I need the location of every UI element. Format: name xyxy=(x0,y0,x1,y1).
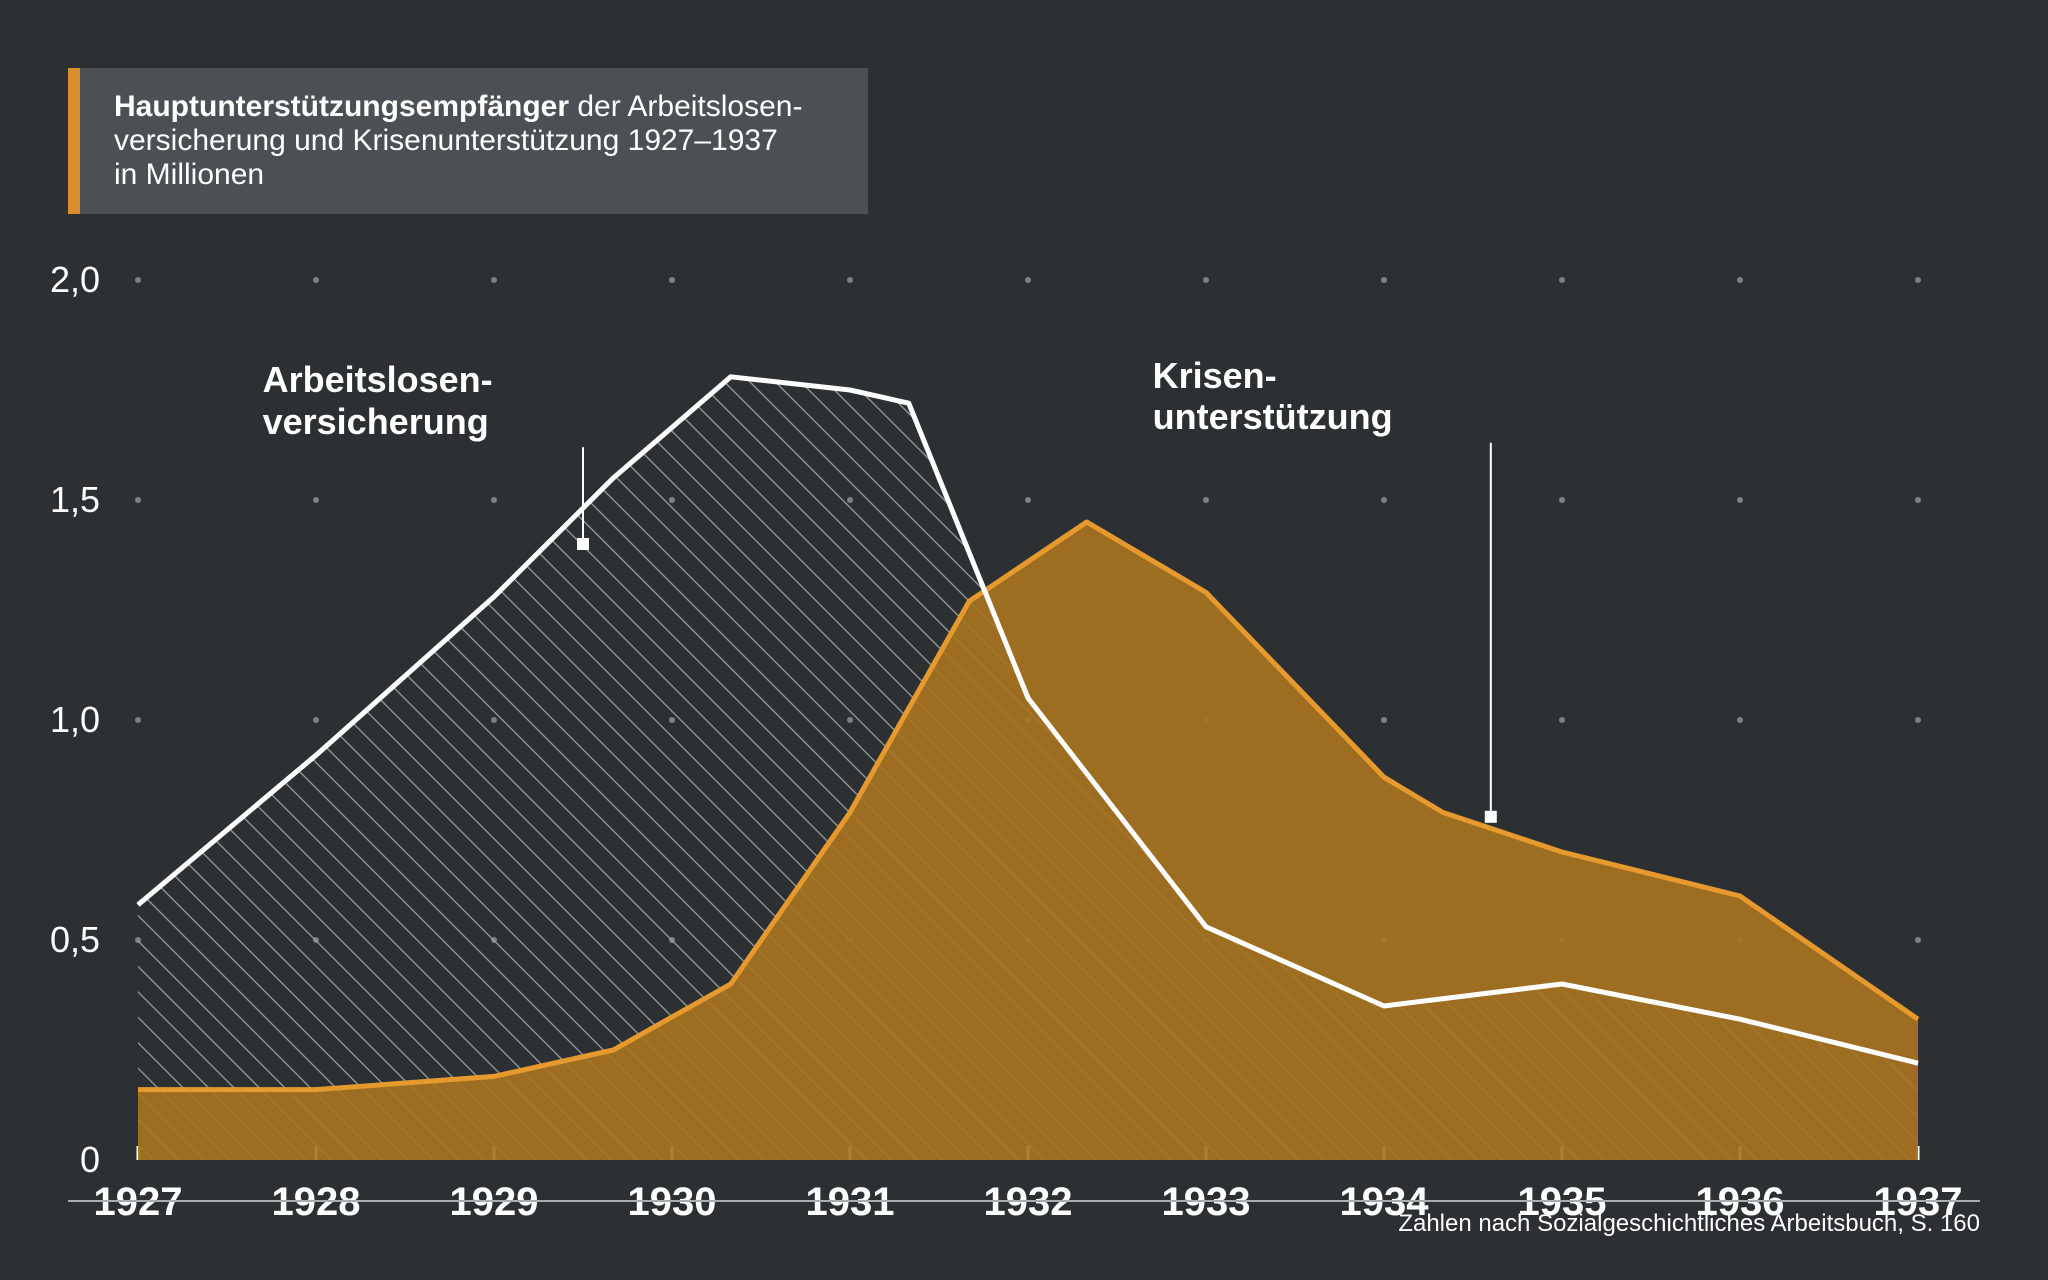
y-tick-label: 2,0 xyxy=(50,259,100,301)
source-text: Zahlen nach Sozialgeschichtliches Arbeit… xyxy=(1398,1210,1980,1237)
y-tick-label: 0 xyxy=(80,1139,100,1181)
title-bold: Hauptunterstützungsempfänger xyxy=(114,90,569,123)
source-footer: Zahlen nach Sozialgeschichtliches Arbeit… xyxy=(68,1200,1980,1238)
y-tick-label: 1,0 xyxy=(50,699,100,741)
leader-marker xyxy=(1485,811,1497,823)
title-rest1: der Arbeitslosen- xyxy=(569,90,802,123)
title-line3: in Millionen xyxy=(114,158,264,191)
chart-svg xyxy=(138,280,1918,1160)
chart-title-box: Hauptunterstützungsempfänger der Arbeits… xyxy=(68,68,868,214)
y-tick-label: 0,5 xyxy=(50,919,100,961)
leader-marker xyxy=(577,538,589,550)
y-tick-label: 1,5 xyxy=(50,479,100,521)
area-chart: 00,51,01,52,0192719281929193019311932193… xyxy=(138,280,1918,1160)
title-line2: versicherung und Krisenunterstützung 192… xyxy=(114,124,778,157)
